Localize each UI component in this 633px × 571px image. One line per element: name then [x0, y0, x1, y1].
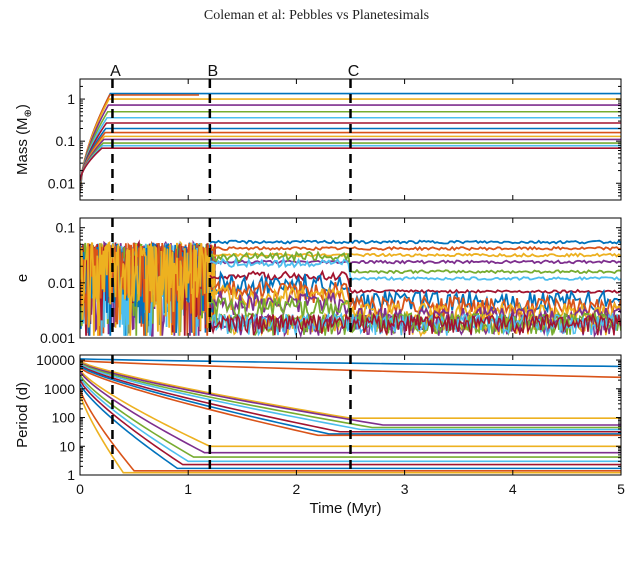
x-tick-label: 2 — [293, 481, 301, 497]
period-series-line — [80, 371, 621, 454]
period-series-line — [80, 367, 621, 437]
plot-area — [80, 358, 621, 474]
ecc-series-line — [209, 239, 621, 245]
y-tick-label: 10 — [59, 438, 75, 454]
period-series-line — [80, 374, 621, 458]
marker-label-B: B — [208, 63, 219, 80]
y-axis-label-close: ) — [14, 104, 31, 109]
y-axis-label: Mass (M⊕) — [14, 104, 34, 175]
period-series-line — [80, 393, 621, 474]
period-series-line — [80, 362, 621, 429]
x-tick-label: 1 — [184, 481, 192, 497]
y-tick-label: 0.1 — [56, 133, 76, 149]
marker-label-C: C — [348, 63, 360, 80]
y-tick-label: 0.01 — [48, 175, 75, 191]
y-tick-label: 1000 — [44, 381, 75, 397]
ecc-series-line — [209, 250, 621, 275]
y-axis-label: e — [14, 274, 31, 282]
axes-frame — [79, 78, 622, 201]
period-series-line — [80, 376, 621, 463]
period-series-line — [80, 360, 621, 419]
ecc-series-line — [208, 270, 621, 314]
running-header: Coleman et al: Pebbles vs Planetesimals — [203, 8, 430, 23]
period-series-line — [80, 383, 621, 470]
period-series-line — [80, 365, 621, 435]
axes-frame — [79, 354, 622, 476]
y-tick-label: 0.1 — [56, 220, 76, 236]
mass-series-line — [80, 147, 621, 182]
y-tick-label: 10000 — [36, 352, 75, 368]
ecc-series-line — [209, 269, 621, 294]
x-tick-label: 3 — [401, 481, 409, 497]
mass-panel: A B C 0.01 0.1 1 Mass (M⊕) — [14, 63, 622, 201]
period-series-line — [80, 388, 621, 472]
marker-label-A: A — [110, 63, 121, 80]
ecc-low-band-line — [209, 311, 621, 336]
ecc-series-line — [209, 252, 621, 258]
plot-area — [80, 239, 621, 338]
plot-area — [80, 92, 621, 193]
y-axis-label: Period (d) — [14, 382, 31, 448]
y-tick-label: 0.001 — [40, 330, 75, 346]
eccentricity-panel: 0.001 0.01 0.1 e — [14, 217, 622, 346]
ecc-series-line — [209, 245, 621, 252]
ecc-series-line — [209, 259, 621, 265]
x-tick-label: 4 — [509, 481, 517, 497]
ecc-chaotic-line — [80, 240, 216, 336]
y-axis-label-subscript: ⊕ — [23, 109, 34, 117]
period-series-line — [80, 379, 621, 466]
y-tick-label: 1 — [67, 91, 75, 107]
y-tick-label: 1 — [67, 467, 75, 483]
period-series-line — [80, 362, 621, 426]
x-axis-label: Time (Myr) — [310, 500, 382, 517]
y-tick-label: 100 — [52, 410, 76, 426]
period-series-line — [80, 363, 621, 431]
period-series-line — [80, 369, 621, 448]
axes-frame — [79, 217, 622, 339]
y-tick-label: 0.01 — [48, 275, 75, 291]
period-series-line — [80, 364, 621, 433]
ecc-series-line — [209, 256, 621, 282]
x-tick-label: 5 — [617, 481, 625, 497]
x-tick-label: 0 — [76, 481, 84, 497]
